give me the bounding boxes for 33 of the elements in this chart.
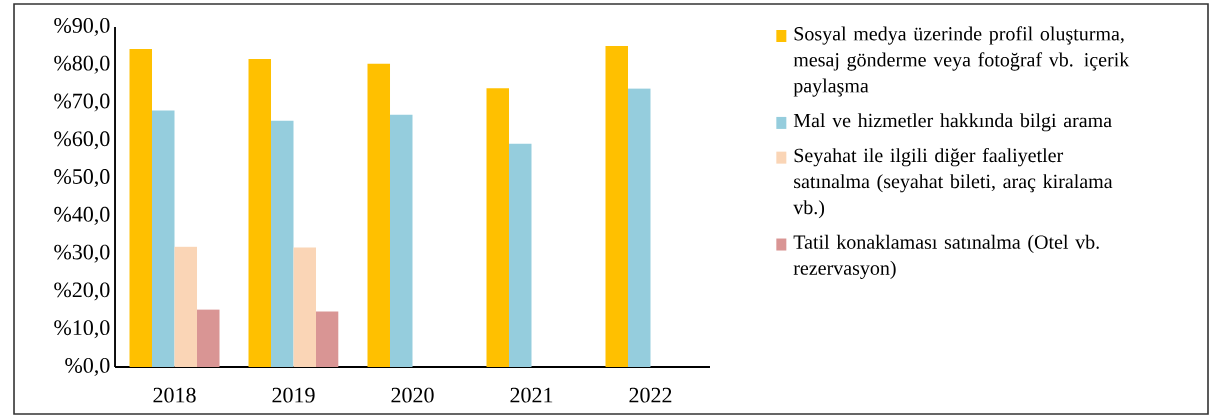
bar — [509, 143, 532, 367]
y-tick-label: %90,0 — [54, 17, 110, 37]
y-tick-label: %10,0 — [54, 320, 110, 339]
bar — [486, 88, 510, 367]
x-tick-label: 2018 — [153, 387, 196, 403]
bar — [129, 48, 153, 367]
bar — [627, 88, 651, 367]
bar — [248, 59, 272, 367]
bar — [271, 120, 294, 367]
y-tick-label: %40,0 — [54, 206, 110, 225]
x-tick-label: 2022 — [629, 387, 672, 403]
bar — [367, 63, 391, 367]
legend-label: Sosyal medya üzerinde profil oluşturma, mesaj gönderme veya fotoğraf vb. içerik paylaşma — [793, 26, 1130, 97]
bar — [316, 311, 339, 367]
bar — [174, 246, 198, 367]
bar — [293, 247, 317, 367]
y-tick-label: %60,0 — [54, 131, 110, 150]
y-tick-label: %80,0 — [54, 55, 110, 74]
bar — [605, 45, 629, 367]
y-tick-label: %50,0 — [54, 169, 110, 188]
y-tick-label: %20,0 — [54, 282, 110, 301]
y-tick-label: %30,0 — [54, 244, 110, 263]
legend-label: Mal ve hizmetler hakkında bilgi arama — [793, 113, 1112, 132]
legend-label: Tatil konaklaması satınalma (Otel vb. rezervasyon) — [793, 234, 1099, 279]
bar — [197, 309, 220, 367]
x-tick-label: 2019 — [272, 387, 315, 403]
y-tick-label: %70,0 — [54, 93, 110, 112]
y-tick-label: %0,0 — [65, 357, 110, 376]
x-tick-label: 2021 — [510, 387, 553, 403]
x-tick-label: 2020 — [391, 387, 434, 403]
legend-label: Seyahat ile ilgili diğer faaliyetler satınalma (seyahat bileti, araç kiralama vb.) — [793, 147, 1113, 219]
bar — [390, 114, 413, 367]
bar — [152, 110, 175, 367]
